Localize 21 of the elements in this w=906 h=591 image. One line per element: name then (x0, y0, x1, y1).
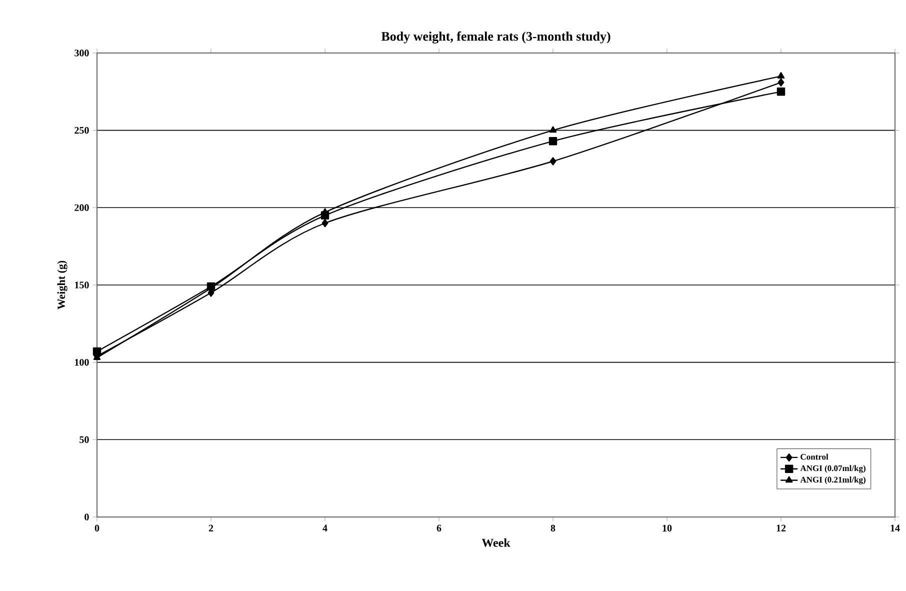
y-tick-label: 50 (80, 436, 89, 444)
x-tick-label: 12 (776, 524, 786, 532)
x-tick-label: 8 (550, 524, 556, 532)
y-tick-label: 200 (74, 204, 89, 212)
x-tick-label: 2 (208, 524, 214, 532)
x-tick-label: 14 (890, 524, 900, 532)
y-axis-title: Weight (g) (57, 260, 68, 310)
y-tick-label: 250 (74, 126, 89, 134)
x-tick-label: 0 (94, 524, 100, 532)
x-tick-label: 6 (436, 524, 442, 532)
chart-title: Body weight, female rats (3-month study) (381, 31, 610, 44)
y-tick-label: 150 (75, 282, 89, 288)
y-tick-label: 300 (74, 50, 89, 56)
y-tick-label: 0 (84, 514, 89, 520)
x-tick-label: 4 (322, 524, 328, 532)
y-tick-label: 100 (75, 358, 89, 366)
legend-label: ANGI (0.07ml/kg) (800, 465, 866, 473)
x-axis-title: Week (482, 538, 510, 547)
x-tick-label: 10 (662, 524, 672, 532)
legend-label: ANGI (0.21ml/kg) (800, 476, 866, 484)
legend-label: Control (800, 454, 828, 460)
